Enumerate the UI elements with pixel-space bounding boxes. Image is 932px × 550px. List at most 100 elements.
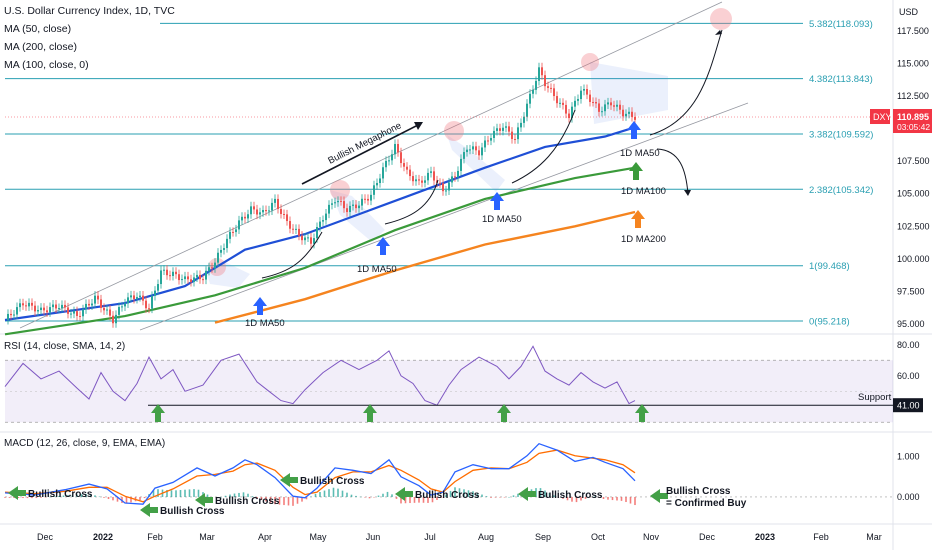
macd-histogram-bar xyxy=(481,494,483,497)
candle-body xyxy=(583,89,585,91)
candle-body xyxy=(88,303,90,306)
candle-body xyxy=(358,205,360,209)
macd-histogram-bar xyxy=(625,496,627,503)
candle-body xyxy=(367,198,369,201)
macd-histogram-bar xyxy=(17,496,20,498)
macd-histogram-bar xyxy=(22,496,24,499)
macd-histogram-bar xyxy=(418,496,420,503)
rsi-support-arrow xyxy=(363,404,377,422)
candle-body xyxy=(310,237,312,244)
price-tick-label: 95.000 xyxy=(897,319,925,329)
symbol-tag-bg xyxy=(870,109,890,125)
candle-body xyxy=(49,307,51,313)
macd-histogram-bar xyxy=(107,496,110,500)
megaphone-arrow-head xyxy=(414,122,423,130)
candle-body xyxy=(163,269,165,271)
candle-body xyxy=(115,314,117,324)
candle-body xyxy=(352,204,354,206)
ma200-label: 1D MA200 xyxy=(621,234,666,245)
candle-body xyxy=(400,152,402,164)
candle-body xyxy=(184,276,186,280)
candle-body xyxy=(199,274,201,280)
macd-histogram-bar xyxy=(80,494,83,497)
target-arrow-head xyxy=(715,30,722,35)
macd-histogram-bar xyxy=(62,495,65,497)
candle-body xyxy=(562,102,564,105)
macd-cross-arrow xyxy=(195,493,213,507)
macd-histogram-bar xyxy=(404,496,407,504)
candle-body xyxy=(388,160,390,162)
candle-body xyxy=(430,171,432,173)
price-tick-label: 115.000 xyxy=(897,59,929,69)
macd-histogram-bar xyxy=(395,496,398,499)
pullback-zone xyxy=(205,262,250,288)
macd-histogram-bar xyxy=(611,496,614,501)
macd-histogram-bar xyxy=(323,490,326,497)
candle-body xyxy=(406,166,408,170)
macd-histogram-bar xyxy=(116,496,119,502)
macd-final-arrow xyxy=(650,489,668,503)
fib-label: 4.382(113.843) xyxy=(809,74,873,85)
ma200-legend: MA (200, close) xyxy=(4,41,77,53)
candle-body xyxy=(343,201,345,209)
rsi-support-label: Support xyxy=(858,392,892,403)
candle-body xyxy=(520,122,522,128)
projection-curve xyxy=(384,179,439,225)
candle-body xyxy=(553,88,555,97)
macd-histogram-bar xyxy=(251,496,254,497)
candle-body xyxy=(634,116,636,120)
ma50-arrow xyxy=(376,237,390,255)
macd-cross-label: Bullish Cross xyxy=(300,476,365,487)
candle-body xyxy=(493,130,495,138)
macd-histogram-bar xyxy=(242,492,245,497)
candle-body xyxy=(523,116,525,123)
macd-histogram-bar xyxy=(503,496,506,498)
macd-cross-arrow xyxy=(518,487,536,501)
candle-body xyxy=(274,198,276,203)
macd-histogram-bar xyxy=(157,489,159,497)
macd-histogram-bar xyxy=(458,488,461,497)
macd-histogram-bar xyxy=(152,490,155,497)
candle-body xyxy=(55,304,57,309)
macd-histogram-bar xyxy=(125,496,128,504)
macd-histogram-bar xyxy=(283,496,285,506)
candle-body xyxy=(628,111,630,114)
candle-body xyxy=(232,231,234,233)
candle-body xyxy=(412,176,414,182)
candle-body xyxy=(121,306,123,308)
ma50-arrow xyxy=(253,297,267,315)
candle-body xyxy=(538,67,540,81)
price-tick-label: 107.500 xyxy=(897,156,930,166)
top-circle xyxy=(330,180,350,200)
last-price-tag-bg xyxy=(893,109,932,134)
candle-body xyxy=(505,126,507,128)
macd-histogram-bar xyxy=(292,496,294,506)
candle-body xyxy=(70,313,72,315)
candle-body xyxy=(565,104,567,114)
candle-body xyxy=(100,299,102,308)
candle-body xyxy=(301,235,303,241)
macd-histogram-bar xyxy=(328,489,330,497)
candle-body xyxy=(79,315,81,317)
candle-body xyxy=(427,172,429,181)
macd-histogram-bar xyxy=(355,495,357,497)
candle-body xyxy=(229,231,231,239)
macd-histogram-bar xyxy=(67,495,69,497)
macd-histogram-bar xyxy=(409,496,411,504)
candle-body xyxy=(511,131,513,140)
pullback-zone xyxy=(447,135,505,192)
candle-body xyxy=(547,86,549,88)
candle-body xyxy=(496,128,498,131)
macd-histogram-bar xyxy=(98,496,101,498)
candle-body xyxy=(241,216,243,221)
candle-body xyxy=(265,210,267,212)
candle-body xyxy=(127,297,129,304)
candle-body xyxy=(439,182,441,184)
candle-body xyxy=(208,267,210,271)
macd-histogram-bar xyxy=(548,492,551,497)
macd-histogram-bar xyxy=(562,496,564,499)
candle-body xyxy=(550,87,552,89)
macd-histogram-bar xyxy=(373,496,375,498)
macd-histogram-bar xyxy=(103,496,105,498)
candle-body xyxy=(370,194,372,201)
